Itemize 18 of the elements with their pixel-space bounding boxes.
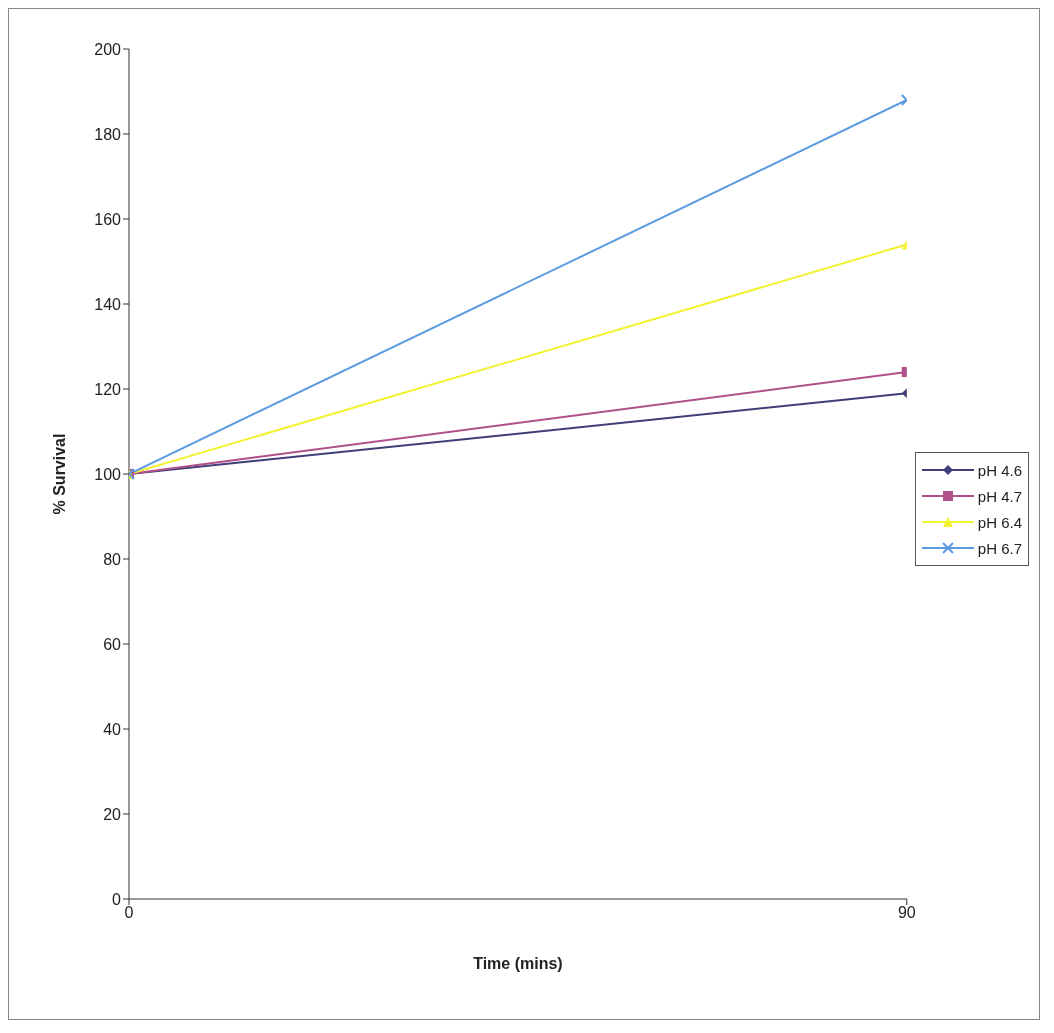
y-tick-label: 180 — [94, 125, 122, 143]
y-tick-label: 20 — [103, 805, 122, 823]
legend-label: pH 4.7 — [977, 487, 1022, 505]
y-tick-label: 140 — [94, 295, 122, 313]
y-tick-label: 160 — [94, 210, 122, 228]
x-axis-title: Time (mins) — [473, 955, 563, 972]
y-axis-title: % Survival — [50, 433, 68, 515]
legend-label: pH 6.7 — [977, 539, 1022, 557]
y-tick-label: 0 — [112, 890, 122, 908]
x-tick-label: 90 — [897, 904, 916, 922]
y-tick-label: 100 — [94, 465, 122, 483]
y-tick-label: 80 — [103, 550, 122, 568]
legend-label: pH 4.6 — [977, 461, 1022, 479]
y-tick-label: 120 — [94, 380, 122, 398]
legend-label: pH 6.4 — [977, 513, 1022, 531]
y-tick-label: 60 — [103, 635, 122, 653]
y-tick-label: 200 — [94, 40, 122, 58]
y-tick-label: 40 — [103, 720, 122, 738]
